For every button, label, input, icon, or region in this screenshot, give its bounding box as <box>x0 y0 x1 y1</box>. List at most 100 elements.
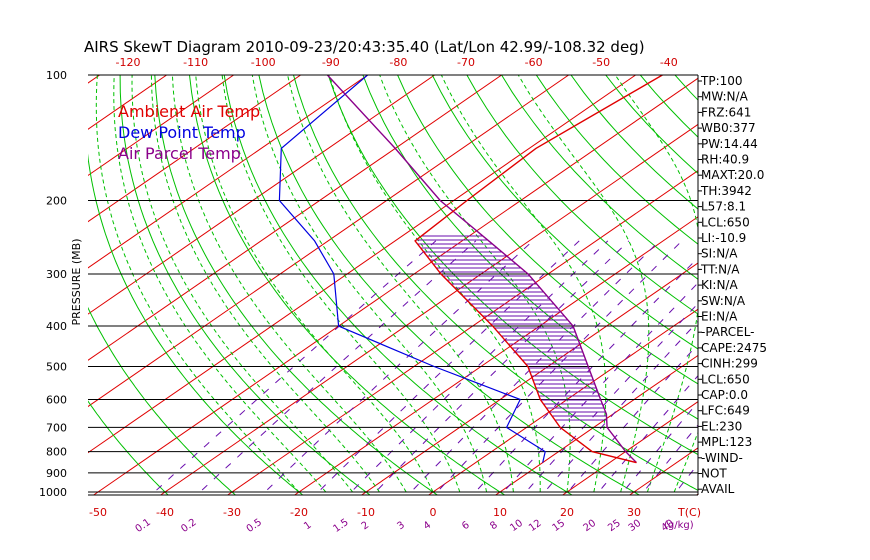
mixing-ratio-line <box>407 240 660 495</box>
isotherm-line <box>0 75 33 495</box>
dry-adiabat-line <box>327 75 698 456</box>
moist-adiabat-line <box>287 75 514 493</box>
isotherm-line <box>88 75 636 454</box>
index-label: LFC:649 <box>701 404 750 418</box>
dry-adiabat-line <box>501 75 698 280</box>
index-label: L57:8.1 <box>701 200 746 214</box>
index-label: TH:3942 <box>700 184 752 198</box>
mixing-ratio-line <box>196 240 477 495</box>
dry-adiabat-line <box>292 75 698 491</box>
dry-adiabat-line <box>88 153 304 495</box>
moist-adiabat-line <box>673 431 698 493</box>
dry-adiabat-line <box>362 75 698 420</box>
chart-title: AIRS SkewT Diagram 2010-09-23/20:43:35.4… <box>84 38 645 56</box>
mixing-ratio-label: 1.5 <box>331 517 350 535</box>
mixing-ratio-label: 12 <box>527 518 544 534</box>
mixing-ratio-line <box>433 240 683 495</box>
index-label: CAP:0.0 <box>701 388 748 402</box>
mixing-ratio-line <box>673 463 698 495</box>
cape-hatch <box>416 235 607 421</box>
dry-adiabat-line <box>535 75 698 245</box>
moist-adiabat-line <box>517 75 650 493</box>
mixing-ratio-label: 30 <box>627 518 644 534</box>
dry-adiabat-line <box>119 75 371 495</box>
top-temp-tick-label: -70 <box>457 56 475 69</box>
index-label: FRZ:641 <box>701 105 751 119</box>
pressure-tick-label: 700 <box>46 421 67 434</box>
index-label: CINH:299 <box>701 357 758 371</box>
mixing-ratio-label: 0.1 <box>134 517 153 535</box>
dry-adiabat-line <box>88 306 237 495</box>
dry-adiabat-line <box>223 75 573 495</box>
dry-adiabat-line <box>794 56 870 501</box>
index-label: LI:-10.9 <box>701 231 746 245</box>
mixing-ratio-line <box>347 240 609 495</box>
index-label: EI:N/A <box>701 310 738 324</box>
bottom-temp-tick-label: -50 <box>89 506 107 519</box>
mixing-ratio-line <box>314 240 580 495</box>
index-label: TT:N/A <box>700 262 740 276</box>
isotherm-line <box>562 401 698 495</box>
mixing-ratio-line <box>564 343 698 495</box>
mixing-ratio-line <box>640 424 698 495</box>
mixing-ratio-label: 15 <box>550 518 567 534</box>
index-label: NOT <box>701 467 727 481</box>
index-label: MW:N/A <box>701 90 749 104</box>
moist-adiabat-line <box>171 75 407 493</box>
index-label: -WIND- <box>701 451 743 465</box>
mixing-ratio-label: 10 <box>508 518 525 534</box>
top-temp-tick-label: -50 <box>592 56 610 69</box>
mixing-ratio-label: 4 <box>422 520 434 533</box>
moist-adiabat-line <box>328 75 541 492</box>
mixing-ratio-line <box>261 240 534 495</box>
index-label: RH:40.9 <box>701 153 749 167</box>
isotherm-line <box>495 354 698 495</box>
pressure-tick-label: 100 <box>46 69 67 82</box>
index-label: SW:N/A <box>701 294 746 308</box>
isotherm-line <box>88 75 301 223</box>
pressure-tick-label: 800 <box>46 446 67 459</box>
moist-adiabat-line <box>150 75 380 493</box>
bottom-temp-tick-label: -30 <box>223 506 241 519</box>
top-temp-tick-label: -110 <box>183 56 208 69</box>
moist-adiabat-line <box>614 75 698 493</box>
mixing-ratio-label: 0.2 <box>179 517 198 535</box>
dry-adiabat-line <box>154 75 439 495</box>
dewpoint-line <box>278 75 546 463</box>
bottom-temp-tick-label: 10 <box>493 506 507 519</box>
isotherm-line <box>831 75 870 495</box>
isotherm-line <box>88 75 502 361</box>
isotherm-line <box>88 75 569 408</box>
bottom-temp-tick-label: -20 <box>290 506 308 519</box>
pressure-tick-label: 1000 <box>39 486 67 499</box>
pressure-tick-label: 900 <box>46 467 67 480</box>
parcel-line <box>326 75 637 464</box>
mixing-ratio-line <box>619 401 698 495</box>
legend-dewpoint: Dew Point Temp <box>118 123 246 142</box>
top-temp-tick-label: -40 <box>660 56 678 69</box>
mixing-ratio-label: 20 <box>581 518 598 534</box>
moist-adiabat-line <box>131 75 353 493</box>
mixing-ratio-line <box>471 257 698 495</box>
dry-adiabat-line <box>188 75 506 495</box>
dry-adiabat-line <box>88 400 169 495</box>
index-label: TP:100 <box>700 74 743 88</box>
mixing-ratio-label: 2 <box>360 520 372 533</box>
isotherm-line <box>764 75 870 495</box>
isotherm-line <box>428 308 698 495</box>
top-temp-tick-label: -80 <box>389 56 407 69</box>
mixing-ratio-label: 3 <box>395 520 407 533</box>
legend-parcel: Air Parcel Temp <box>118 144 241 163</box>
index-label: WB0:377 <box>701 121 756 135</box>
pressure-tick-label: 200 <box>46 195 67 208</box>
moist-adiabat-line <box>195 75 434 493</box>
moist-adiabat-line <box>251 75 488 493</box>
isotherm-line <box>88 75 368 269</box>
skewt-grid <box>0 56 870 501</box>
mixing-ratio-line <box>541 320 698 495</box>
dry-adiabat-line <box>397 75 698 385</box>
index-label: -PARCEL- <box>701 325 755 339</box>
mixing-ratio-line <box>371 240 630 495</box>
moist-adiabat-line <box>221 75 461 493</box>
